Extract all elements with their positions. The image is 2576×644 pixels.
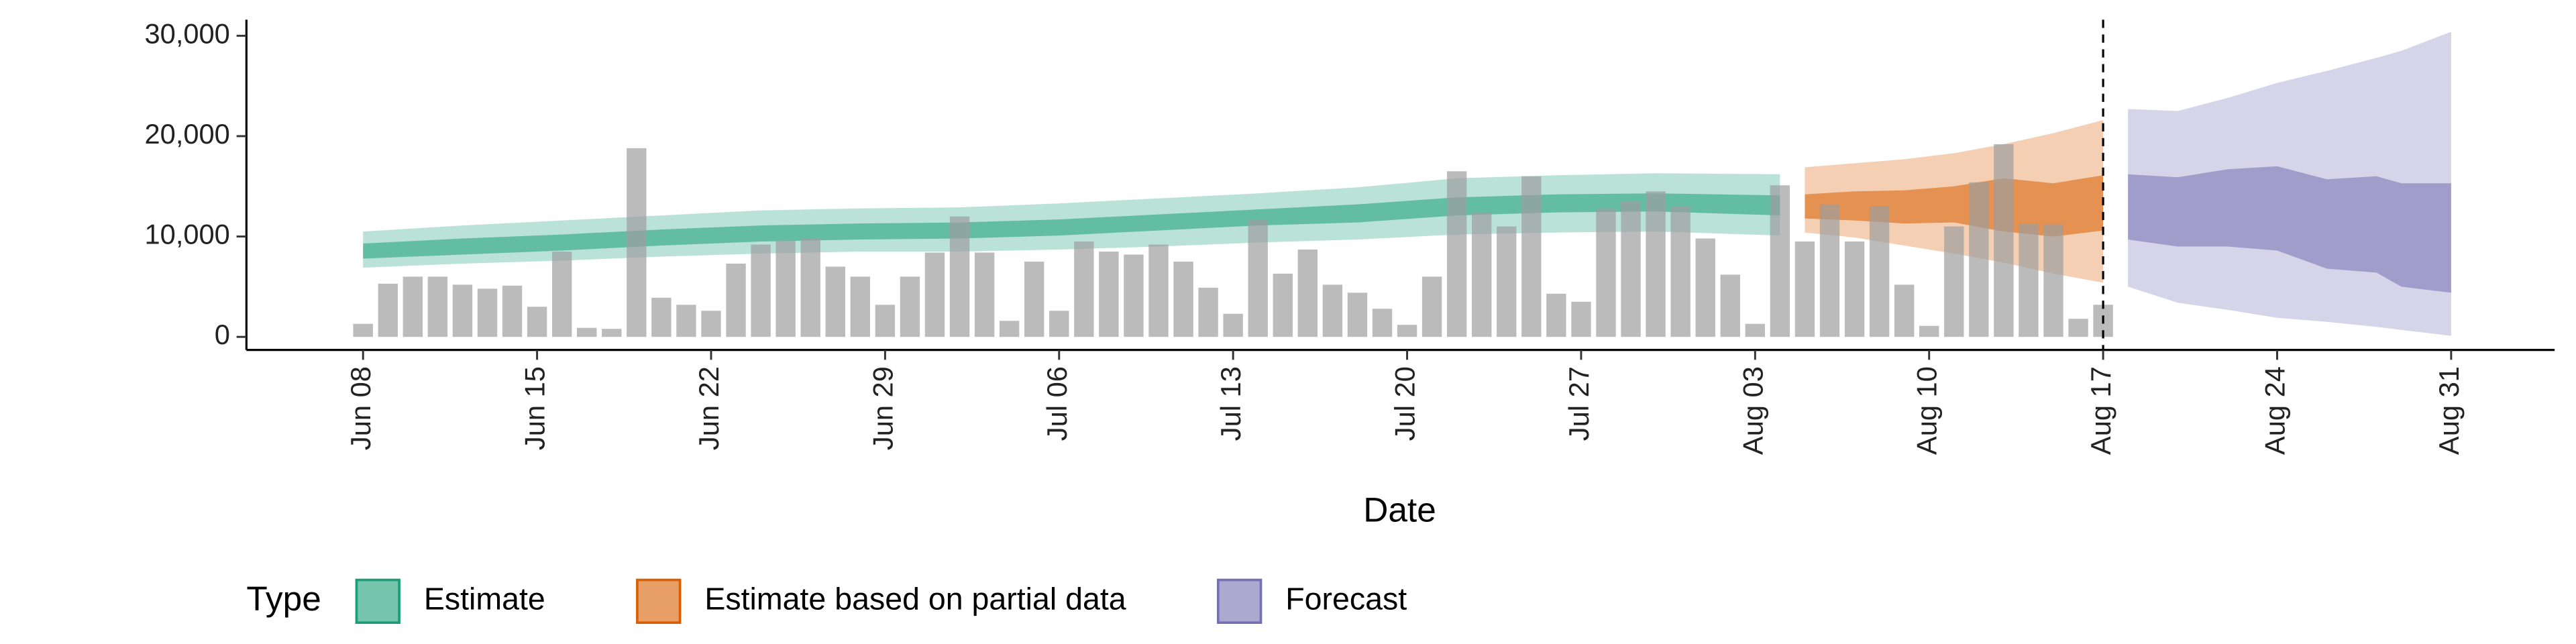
x-tick-label: Aug 31 bbox=[2433, 366, 2465, 455]
bar bbox=[1819, 204, 1840, 337]
bar bbox=[949, 216, 970, 337]
bar bbox=[1621, 201, 1641, 337]
bar bbox=[800, 238, 820, 337]
x-tick-label: Jun 29 bbox=[867, 366, 898, 450]
bar bbox=[402, 276, 423, 337]
x-tick-label: Jul 27 bbox=[1563, 366, 1595, 441]
bar bbox=[427, 276, 448, 337]
x-tick-label: Aug 03 bbox=[1737, 366, 1768, 455]
bar bbox=[1421, 276, 1442, 337]
bar bbox=[602, 329, 622, 337]
bar bbox=[551, 252, 572, 337]
y-tick-label: 30,000 bbox=[145, 17, 230, 49]
x-tick-label: Jul 06 bbox=[1041, 366, 1073, 441]
bar bbox=[1472, 212, 1492, 337]
x-tick-label: Jul 13 bbox=[1215, 366, 1246, 441]
bar bbox=[1223, 313, 1243, 337]
bar bbox=[1994, 144, 2014, 337]
bar bbox=[452, 284, 473, 337]
bar bbox=[1844, 241, 1865, 337]
legend-swatch bbox=[636, 578, 682, 624]
bar bbox=[2068, 319, 2088, 337]
bar bbox=[1446, 171, 1467, 337]
bar bbox=[1024, 261, 1044, 337]
bar bbox=[1397, 325, 1417, 337]
legend-title: Type bbox=[246, 579, 321, 618]
bar bbox=[1770, 185, 1790, 337]
x-tick-label: Aug 10 bbox=[1911, 366, 1943, 455]
bar bbox=[353, 323, 373, 337]
bar bbox=[1521, 176, 1542, 337]
x-tick-label: Jun 15 bbox=[519, 366, 551, 450]
bar bbox=[477, 288, 498, 337]
bar bbox=[701, 311, 721, 337]
bar bbox=[1124, 254, 1144, 337]
bar bbox=[751, 244, 771, 337]
bar bbox=[1198, 287, 1218, 337]
bar bbox=[1969, 182, 1989, 337]
bar bbox=[1347, 292, 1368, 337]
bar bbox=[1248, 219, 1268, 337]
bar bbox=[1074, 241, 1094, 337]
bar bbox=[1372, 309, 1393, 337]
bar bbox=[726, 263, 746, 337]
bar bbox=[1944, 226, 1964, 337]
bar bbox=[1322, 284, 1343, 337]
y-tick-label: 0 bbox=[215, 319, 230, 350]
bar bbox=[1745, 323, 1766, 337]
bar bbox=[1670, 206, 1690, 337]
bar bbox=[2043, 224, 2063, 337]
bar bbox=[2019, 223, 2039, 337]
bar bbox=[974, 252, 995, 337]
x-tick-label: Aug 17 bbox=[2085, 366, 2116, 455]
bar bbox=[900, 276, 920, 337]
bar bbox=[1646, 191, 1666, 337]
bar bbox=[527, 307, 547, 337]
bar bbox=[825, 266, 845, 337]
bar bbox=[1695, 238, 1715, 337]
legend-swatch bbox=[1217, 578, 1263, 624]
legend-label: Estimate bbox=[424, 582, 545, 616]
x-tick-label: Jun 08 bbox=[345, 366, 376, 450]
y-tick-label: 10,000 bbox=[145, 219, 230, 250]
bar bbox=[651, 297, 672, 337]
bar bbox=[1794, 241, 1815, 337]
bar bbox=[1148, 244, 1169, 337]
bar bbox=[676, 305, 696, 337]
bar bbox=[924, 252, 945, 337]
bar bbox=[378, 283, 398, 337]
y-tick-label: 20,000 bbox=[145, 118, 230, 150]
ribbon-50 bbox=[2128, 166, 2451, 293]
bar bbox=[1297, 250, 1318, 337]
bar bbox=[850, 276, 871, 337]
x-tick-label: Aug 24 bbox=[2259, 366, 2290, 455]
legend-label: Estimate based on partial data bbox=[704, 582, 1126, 616]
bar bbox=[1099, 252, 1119, 337]
x-tick-label: Jul 20 bbox=[1389, 366, 1421, 441]
bar bbox=[627, 148, 647, 337]
bar bbox=[1894, 284, 1915, 337]
bar bbox=[775, 240, 796, 337]
bar bbox=[502, 285, 523, 337]
ribbon-50 bbox=[363, 193, 1780, 259]
bar bbox=[577, 327, 597, 337]
bar bbox=[1497, 226, 1517, 337]
bar bbox=[1596, 208, 1616, 337]
bar bbox=[1720, 274, 1740, 337]
bar bbox=[999, 321, 1020, 337]
bar bbox=[1273, 273, 1293, 337]
bar bbox=[1173, 261, 1193, 337]
x-axis-title: Date bbox=[1363, 490, 1436, 529]
bar bbox=[1919, 325, 1939, 337]
bar bbox=[1571, 301, 1591, 337]
bar bbox=[875, 305, 896, 337]
legend-swatch bbox=[355, 578, 400, 624]
x-tick-label: Jun 22 bbox=[693, 366, 724, 450]
bar bbox=[1049, 311, 1069, 337]
bar bbox=[1869, 206, 1890, 337]
legend-label: Forecast bbox=[1285, 582, 1407, 616]
bar bbox=[1546, 293, 1566, 337]
